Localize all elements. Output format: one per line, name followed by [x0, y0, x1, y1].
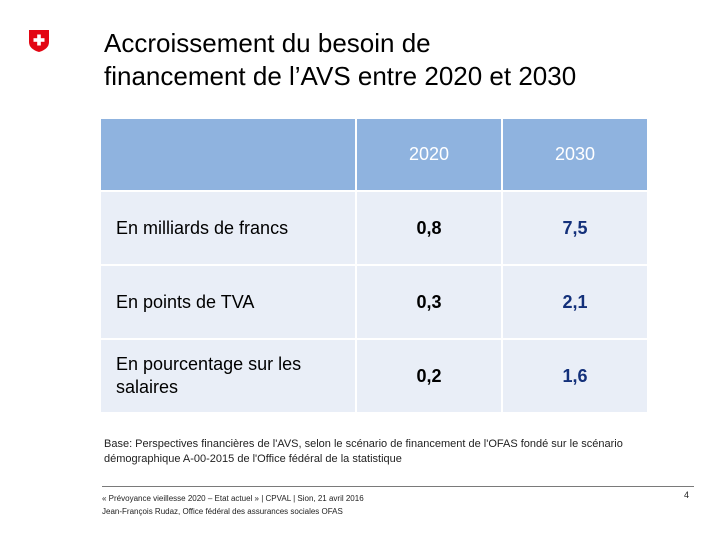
value-2030: 7,5	[503, 192, 647, 264]
value-2020: 0,3	[357, 266, 501, 338]
row-label: En points de TVA	[101, 266, 355, 338]
title-line-2: financement de l’AVS entre 2020 et 2030	[104, 61, 577, 91]
value-2020: 0,2	[357, 340, 501, 412]
row-label: En milliards de francs	[101, 192, 355, 264]
value-2020: 0,8	[357, 192, 501, 264]
table-header-row: 2020 2030	[101, 119, 647, 190]
footer-divider	[102, 486, 694, 487]
table-row: En pourcentage sur les salaires 0,2 1,6	[101, 340, 647, 412]
footer-line-2: Jean-François Rudaz, Office fédéral des …	[102, 507, 343, 516]
header-cell-2020: 2020	[357, 119, 501, 190]
footer: « Prévoyance vieillesse 2020 – Etat actu…	[102, 492, 364, 518]
page-number: 4	[684, 490, 690, 500]
title-line-1: Accroissement du besoin de	[104, 28, 431, 58]
value-2030: 2,1	[503, 266, 647, 338]
financing-table: 2020 2030 En milliards de francs 0,8 7,5…	[99, 117, 649, 414]
row-label: En pourcentage sur les salaires	[101, 340, 355, 412]
header-cell-blank	[101, 119, 355, 190]
header-cell-2030: 2030	[503, 119, 647, 190]
source-note: Base: Perspectives financières de l'AVS,…	[104, 438, 623, 465]
table-row: En milliards de francs 0,8 7,5	[101, 192, 647, 264]
footer-line-1: « Prévoyance vieillesse 2020 – Etat actu…	[102, 494, 364, 503]
value-2030: 1,6	[503, 340, 647, 412]
table-row: En points de TVA 0,3 2,1	[101, 266, 647, 338]
page-title: Accroissement du besoin de financement d…	[104, 27, 704, 93]
swiss-cross-logo-icon	[29, 30, 49, 52]
